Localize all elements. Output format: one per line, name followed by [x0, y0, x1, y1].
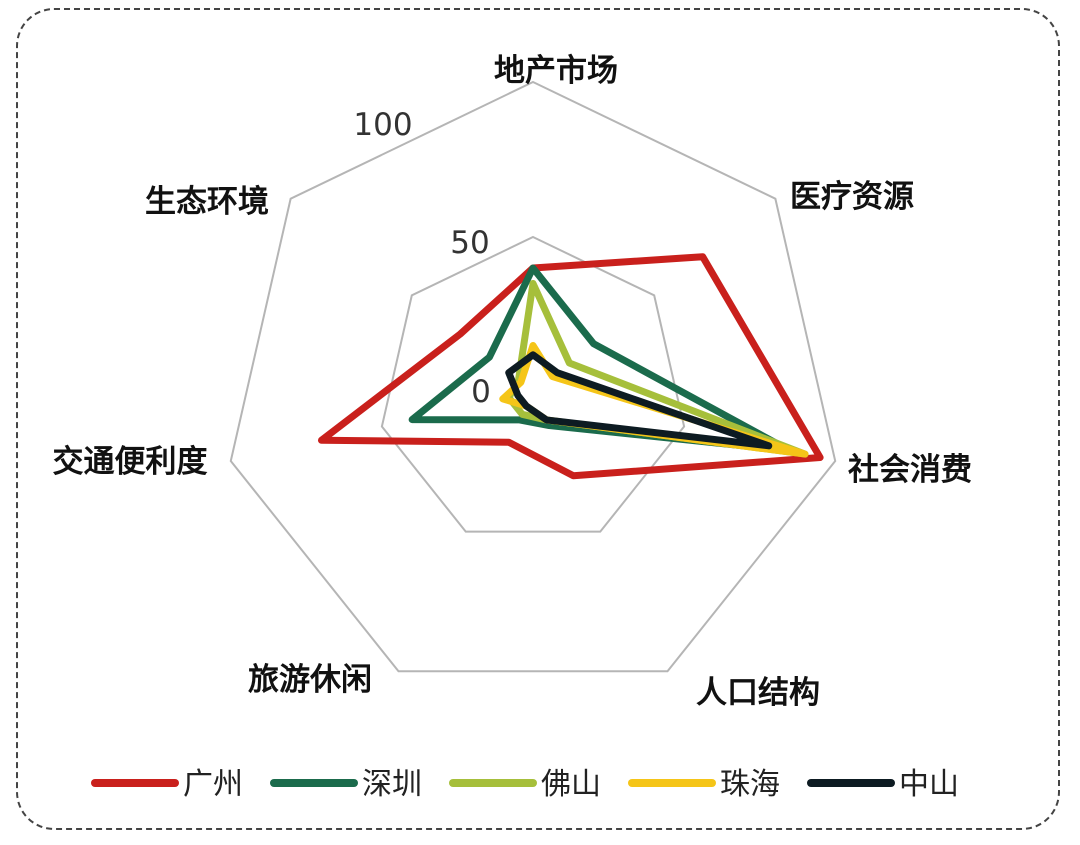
- series-line-1: [317, 253, 824, 480]
- legend-label: 中山: [899, 767, 959, 802]
- tick-label-100: 100: [353, 107, 412, 143]
- radar-series: [317, 253, 824, 480]
- legend-label: 珠海: [720, 767, 780, 802]
- grid-ring-50: [380, 235, 686, 533]
- legend-item-1: 广州: [91, 767, 243, 802]
- axis-label-7: 生态环境: [145, 184, 269, 220]
- axis-label-3: 社会消费: [848, 452, 972, 488]
- axis-label-4: 人口结构: [696, 675, 820, 711]
- legend-label: 深圳: [362, 767, 422, 802]
- tick-label-50: 50: [450, 225, 489, 261]
- radar-grid: [229, 80, 837, 673]
- tick-label-0: 0: [471, 374, 491, 410]
- series-line-5: [505, 351, 773, 450]
- legend-item-2: 深圳: [270, 767, 422, 802]
- legend-label: 佛山: [541, 767, 601, 802]
- series-line-2: [408, 264, 794, 455]
- axis-label-2: 医疗资源: [790, 179, 914, 215]
- legend-item-5: 中山: [807, 767, 959, 802]
- axis-label-1: 地产市场: [494, 53, 618, 89]
- grid-ring-100: [229, 80, 837, 673]
- axis-label-6: 交通便利度: [53, 444, 208, 480]
- legend-item-4: 珠海: [628, 767, 780, 802]
- legend-label: 广州: [183, 767, 243, 802]
- legend: 广州 深圳 佛山 珠海 中山: [91, 767, 959, 802]
- axis-label-5: 旅游休闲: [248, 662, 372, 698]
- legend-item-3: 佛山: [449, 767, 601, 802]
- chart-frame: [16, 8, 1060, 830]
- tick-labels: 0 50 100: [353, 107, 490, 410]
